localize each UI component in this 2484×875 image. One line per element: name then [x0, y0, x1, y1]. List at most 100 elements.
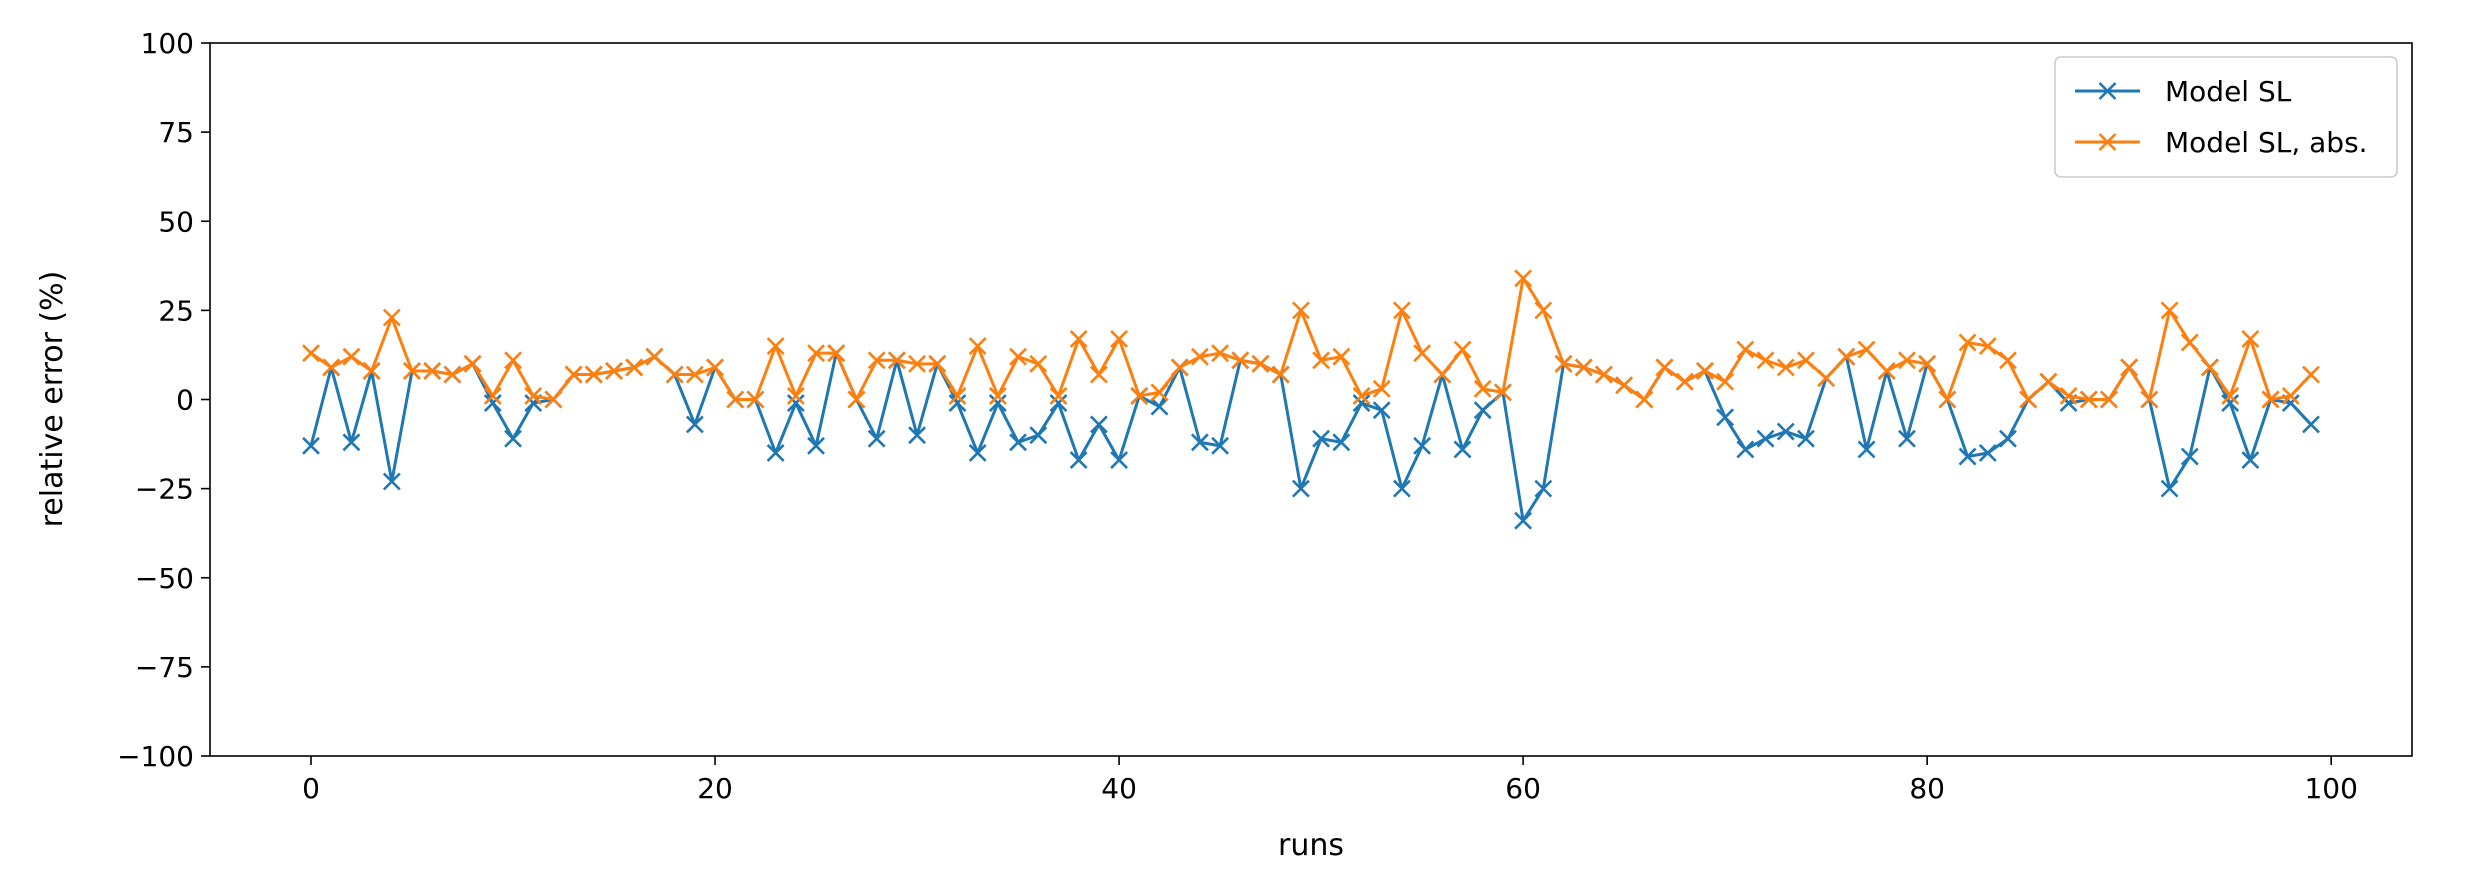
data-point-marker [645, 347, 664, 366]
data-point-marker [1756, 429, 1775, 448]
data-point-marker [1352, 387, 1371, 405]
data-point-marker [1049, 394, 1068, 412]
data-point-marker [504, 429, 522, 448]
y-axis: −100 −75 −50 −25 0 25 50 75 100 [117, 27, 210, 773]
data-point-marker [847, 390, 866, 409]
data-point-marker [2039, 372, 2058, 391]
data-point-marker [403, 362, 421, 380]
y-axis-label: relative error (%) [35, 271, 70, 528]
data-point-marker [1958, 333, 1977, 352]
series-layer [302, 269, 2320, 530]
data-point-marker [908, 354, 926, 373]
data-point-marker [1696, 362, 1714, 380]
y-tick-label: −100 [117, 740, 194, 773]
data-point-marker [1009, 347, 1027, 366]
data-point-marker [2201, 358, 2219, 377]
data-point-marker [1978, 337, 1997, 355]
data-point-marker [2302, 365, 2320, 384]
data-point-marker [1756, 351, 1775, 370]
data-point-marker [1898, 429, 1916, 448]
data-point-marker [827, 344, 846, 363]
data-point-marker [382, 308, 401, 327]
data-point-marker [1736, 340, 1755, 359]
data-point-marker [1655, 358, 1674, 377]
data-point-marker [1776, 422, 1795, 441]
data-point-marker [1857, 340, 1876, 359]
y-tick-label: 50 [158, 205, 194, 238]
legend-box [2054, 56, 2398, 178]
data-point-marker [1251, 354, 1270, 373]
data-point-marker [1837, 347, 1856, 366]
data-point-marker [2140, 390, 2159, 409]
x-tick-label: 60 [1505, 772, 1541, 805]
data-point-marker [1473, 401, 1492, 420]
data-point-marker [1332, 347, 1351, 366]
data-point-marker [2180, 447, 2199, 466]
data-point-marker [1413, 436, 1432, 455]
y-tick-label: −75 [135, 651, 194, 684]
data-point-marker [1332, 433, 1351, 452]
data-point-marker [706, 358, 724, 377]
data-point-marker [1918, 354, 1937, 373]
data-point-marker [726, 390, 745, 409]
data-point-marker [1190, 433, 1209, 452]
y-tick-label: 100 [141, 27, 194, 60]
data-point-marker [2241, 451, 2260, 470]
legend-label: Model SL, abs. [2165, 126, 2368, 159]
data-point-marker [463, 354, 482, 373]
data-point-marker [1069, 451, 1088, 470]
x-tick-label: 100 [2304, 772, 2357, 805]
data-point-marker [625, 358, 644, 377]
data-point-marker [1211, 344, 1230, 363]
data-point-marker [766, 444, 785, 462]
data-point-marker [928, 354, 947, 373]
data-point-marker [2120, 358, 2139, 377]
data-point-marker [584, 365, 603, 384]
data-point-marker [807, 436, 825, 455]
data-point-marker [867, 429, 886, 448]
x-tick-label: 80 [1909, 772, 1945, 805]
data-point-marker [1271, 365, 1290, 384]
data-point-marker [1231, 351, 1250, 370]
data-point-marker [1534, 479, 1553, 498]
data-point-marker [1049, 387, 1068, 405]
data-point-marker [887, 351, 906, 370]
data-point-marker [1716, 408, 1735, 427]
data-point-marker [1978, 444, 1997, 462]
data-point-marker [1170, 358, 1189, 377]
data-point-marker [786, 387, 805, 405]
data-point-marker [1999, 429, 2017, 448]
data-point-marker [1392, 479, 1411, 498]
data-point-marker [1150, 397, 1169, 416]
data-point-marker [1312, 429, 1331, 448]
data-point-marker [504, 351, 522, 370]
data-point-marker [1635, 390, 1654, 409]
x-tick-label: 40 [1101, 772, 1137, 805]
data-point-marker [1110, 451, 1128, 470]
data-point-marker [1069, 329, 1088, 348]
data-point-marker [948, 394, 967, 412]
data-point-marker [1453, 340, 1472, 359]
data-point-marker [1938, 390, 1957, 409]
data-point-marker [2261, 390, 2280, 409]
data-point-marker [322, 358, 341, 377]
x-axis-label: runs [1278, 828, 1344, 863]
data-point-marker [1898, 351, 1916, 370]
data-point-marker [908, 426, 926, 445]
data-point-marker [968, 337, 987, 355]
data-point-marker [867, 351, 886, 370]
data-point-marker [746, 390, 765, 409]
legend: Model SL Model SL, abs. [2054, 56, 2398, 178]
data-point-marker [1877, 362, 1896, 380]
data-point-marker [2160, 479, 2179, 498]
data-point-marker [1615, 376, 1634, 395]
legend-marker [2098, 82, 2117, 100]
data-point-marker [1999, 351, 2017, 370]
data-point-marker [1797, 351, 1815, 370]
data-point-marker [1574, 358, 1593, 377]
data-point-marker [302, 344, 320, 363]
legend-marker [2098, 133, 2117, 151]
data-point-marker [1595, 365, 1613, 384]
y-tick-label: 25 [158, 294, 194, 327]
data-point-marker [1817, 369, 1836, 388]
